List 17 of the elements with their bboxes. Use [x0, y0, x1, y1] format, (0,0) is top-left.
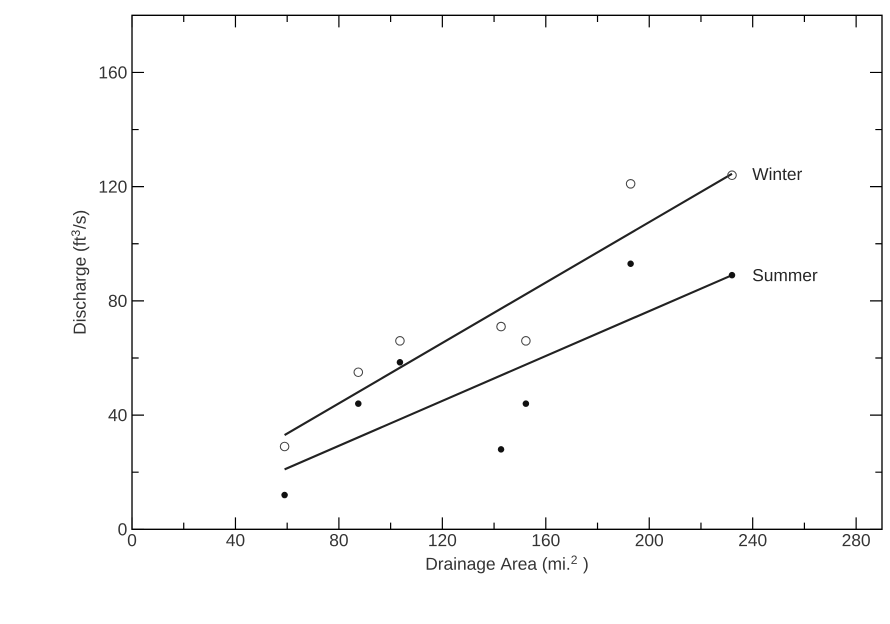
y-tick-label: 160 [100, 66, 127, 79]
y-axis-title: Discharge (ft$^{3}$/s) [71, 210, 90, 334]
series-label: Winter [752, 167, 802, 180]
series-label: Summer [753, 269, 818, 282]
x-tick-label: 280 [842, 534, 870, 546]
x-tick-label: 80 [330, 534, 348, 546]
x-tick-label: 120 [429, 534, 456, 546]
x-tick-label: 0 [128, 534, 136, 546]
y-tick-label: 120 [100, 180, 127, 193]
x-tick-label: 40 [226, 534, 244, 546]
x-tick-label: 160 [532, 534, 560, 546]
y-tick-label: 80 [108, 294, 127, 308]
x-tick-label: 200 [636, 534, 664, 546]
x-axis-title: Drainage Area (mi.$^{2}$ ) [426, 555, 588, 574]
y-tick-label: 0 [118, 523, 127, 536]
x-tick-label: 240 [739, 534, 766, 546]
y-tick-label: 40 [108, 408, 127, 422]
